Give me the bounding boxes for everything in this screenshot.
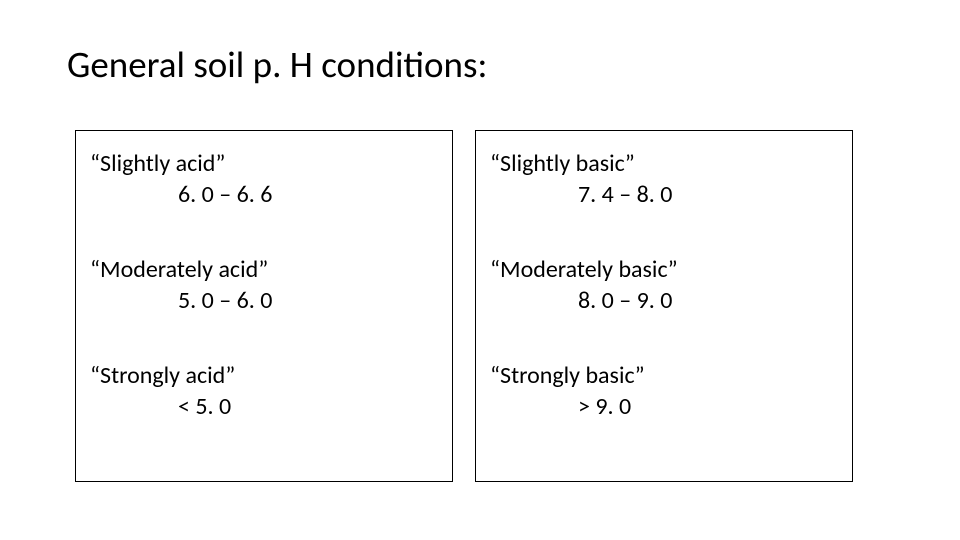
entry-range: 6. 0 – 6. 6: [90, 180, 438, 209]
right-column: “Slightly basic” 7. 4 – 8. 0 “Moderately…: [475, 130, 853, 482]
entry-label: “Slightly acid”: [90, 149, 438, 178]
page-title: General soil p. H conditions:: [67, 42, 487, 87]
columns-container: “Slightly acid” 6. 0 – 6. 6 “Moderately …: [75, 130, 853, 482]
entry-label: “Strongly basic”: [490, 361, 838, 390]
entry-slightly-basic: “Slightly basic” 7. 4 – 8. 0: [490, 149, 838, 209]
entry-moderately-basic: “Moderately basic” 8. 0 – 9. 0: [490, 255, 838, 315]
entry-label: “Moderately basic”: [490, 255, 838, 284]
entry-label: “Moderately acid”: [90, 255, 438, 284]
entry-range: 7. 4 – 8. 0: [490, 180, 838, 209]
left-column: “Slightly acid” 6. 0 – 6. 6 “Moderately …: [75, 130, 453, 482]
entry-range: > 9. 0: [490, 392, 838, 421]
entry-range: 8. 0 – 9. 0: [490, 286, 838, 315]
entry-range: 5. 0 – 6. 0: [90, 286, 438, 315]
entry-slightly-acid: “Slightly acid” 6. 0 – 6. 6: [90, 149, 438, 209]
entry-strongly-acid: “Strongly acid” < 5. 0: [90, 361, 438, 421]
entry-strongly-basic: “Strongly basic” > 9. 0: [490, 361, 838, 421]
entry-label: “Strongly acid”: [90, 361, 438, 390]
entry-range: < 5. 0: [90, 392, 438, 421]
entry-label: “Slightly basic”: [490, 149, 838, 178]
entry-moderately-acid: “Moderately acid” 5. 0 – 6. 0: [90, 255, 438, 315]
